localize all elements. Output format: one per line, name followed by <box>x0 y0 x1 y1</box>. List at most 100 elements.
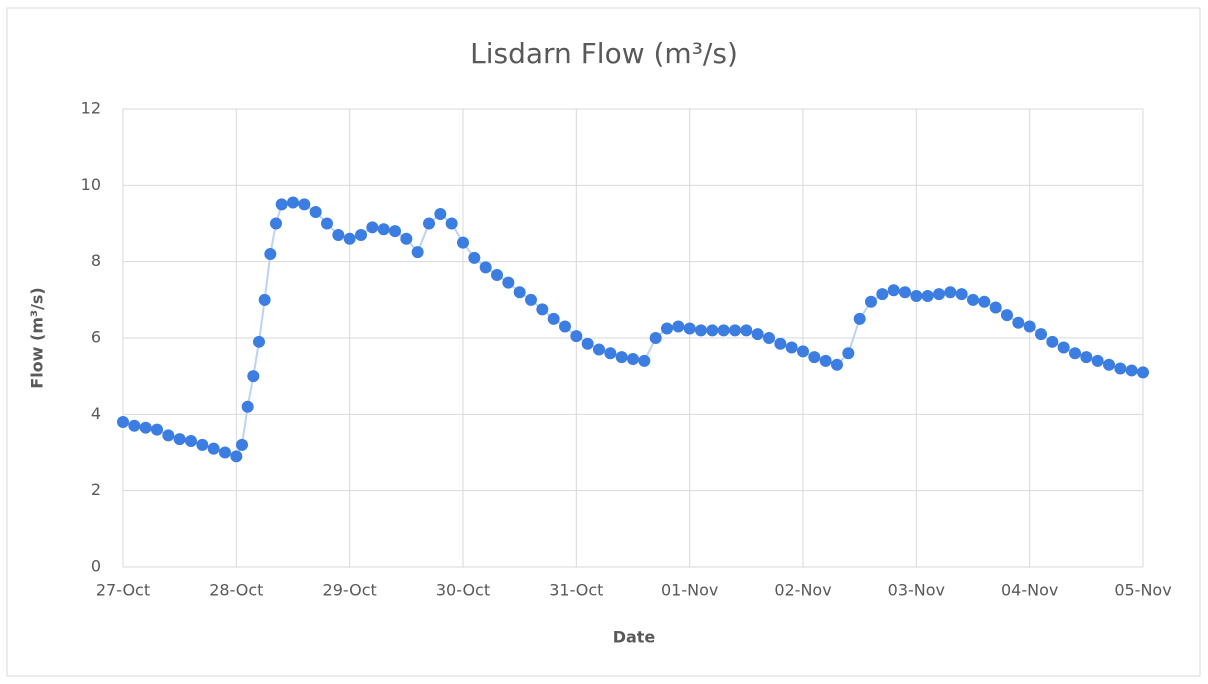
x-tick-label: 30-Oct <box>436 581 490 600</box>
data-point <box>1046 335 1059 348</box>
x-axis-label: Date <box>613 628 656 647</box>
data-point <box>1091 354 1104 367</box>
data-point <box>355 228 367 241</box>
x-tick-label: 05-Nov <box>1114 581 1171 600</box>
data-point <box>1137 366 1149 379</box>
y-tick-label: 12 <box>81 99 101 118</box>
data-point <box>842 347 855 360</box>
data-point <box>389 225 401 238</box>
data-point <box>559 320 571 333</box>
chart-frame <box>6 7 1201 677</box>
x-tick-label: 02-Nov <box>774 581 831 600</box>
data-point <box>978 295 991 308</box>
data-point <box>989 301 1002 314</box>
data-point <box>570 330 583 343</box>
data-point <box>491 269 503 282</box>
data-point <box>298 198 311 211</box>
data-point <box>627 352 639 365</box>
data-point <box>706 324 719 337</box>
data-point <box>479 261 492 274</box>
x-tick-label: 27-Oct <box>96 581 150 600</box>
data-point <box>219 446 231 459</box>
data-point <box>910 290 923 303</box>
data-point <box>400 232 413 245</box>
x-tick-label: 29-Oct <box>323 581 377 600</box>
data-point <box>853 312 866 325</box>
data-point <box>207 442 220 455</box>
x-tick-label: 03-Nov <box>888 581 945 600</box>
data-point <box>899 286 911 299</box>
data-point <box>343 232 356 245</box>
data-point <box>729 324 741 337</box>
data-point <box>117 415 129 428</box>
data-point <box>366 221 379 234</box>
y-tick-label: 0 <box>91 557 101 576</box>
data-point <box>661 322 673 335</box>
data-point <box>536 303 549 316</box>
data-point <box>513 286 526 299</box>
data-point <box>797 345 809 358</box>
data-point <box>247 370 260 383</box>
chart-title: Lisdarn Flow (m³/s) <box>470 37 738 70</box>
y-tick-label: 4 <box>91 404 101 423</box>
data-point <box>253 335 265 348</box>
data-point <box>604 347 617 360</box>
data-point <box>944 286 957 299</box>
data-point <box>887 284 900 297</box>
data-point <box>445 217 458 230</box>
data-point <box>457 236 469 249</box>
data-point <box>1069 347 1081 360</box>
data-point <box>1035 328 1047 341</box>
x-tick-label: 28-Oct <box>209 581 263 600</box>
data-point <box>683 322 696 335</box>
data-point <box>955 288 968 301</box>
data-point <box>468 251 481 264</box>
data-point <box>1012 316 1025 329</box>
data-point <box>819 354 832 367</box>
data-point <box>309 206 322 219</box>
data-point <box>808 351 821 364</box>
data-point <box>638 354 651 367</box>
data-point <box>593 343 605 356</box>
data-point <box>581 337 594 350</box>
data-point <box>1080 351 1093 364</box>
y-axis-label: Flow (m³/s) <box>28 287 47 388</box>
data-point <box>241 400 254 413</box>
data-point <box>1125 364 1138 377</box>
x-tick-label: 01-Nov <box>661 581 718 600</box>
y-tick-label: 10 <box>81 175 101 194</box>
data-point <box>1023 320 1036 333</box>
data-point <box>933 288 945 301</box>
y-tick-label: 2 <box>91 480 101 499</box>
data-point <box>139 421 152 434</box>
data-point <box>751 328 764 341</box>
data-point <box>1103 358 1115 371</box>
x-tick-label: 31-Oct <box>549 581 603 600</box>
data-point <box>236 438 248 451</box>
data-point <box>264 248 277 261</box>
data-point <box>258 293 271 306</box>
data-point <box>649 332 662 344</box>
data-point <box>287 196 299 209</box>
data-point <box>162 429 175 442</box>
data-point <box>774 337 787 350</box>
data-point <box>275 198 288 211</box>
data-point <box>321 217 333 230</box>
y-tick-label: 8 <box>91 251 101 270</box>
data-point <box>740 324 753 337</box>
data-point <box>377 223 390 236</box>
data-point <box>196 438 209 451</box>
data-point <box>695 324 707 337</box>
data-point <box>423 217 435 230</box>
data-point <box>717 324 730 337</box>
data-point <box>831 358 843 371</box>
data-point <box>230 450 243 463</box>
data-point <box>525 293 537 306</box>
data-point <box>434 207 447 220</box>
data-point <box>876 288 889 301</box>
data-point <box>763 332 775 344</box>
data-point <box>1001 309 1013 322</box>
data-point <box>785 341 798 354</box>
data-point <box>502 276 515 289</box>
data-point <box>865 295 877 308</box>
